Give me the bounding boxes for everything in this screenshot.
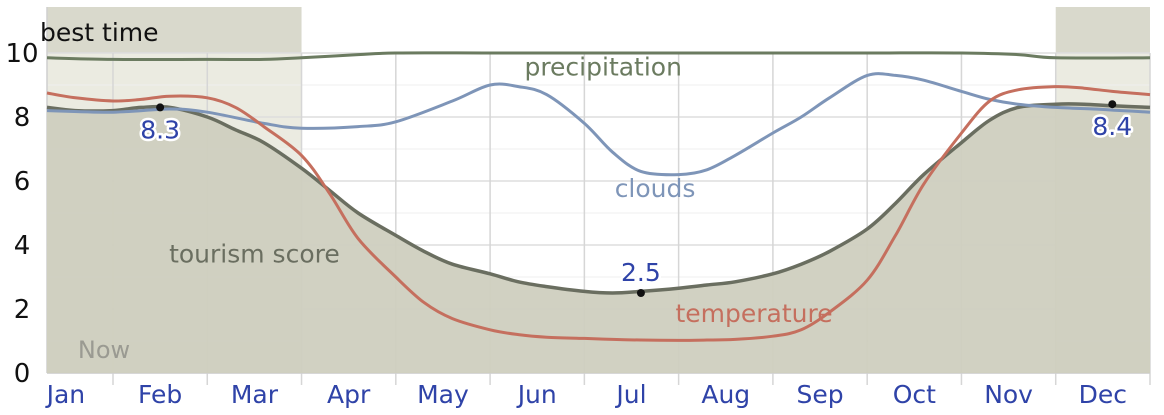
annotation-dot-1 — [636, 289, 645, 297]
y-tick-label: 10 — [5, 39, 38, 69]
annotation-label-2: 8.4 — [1092, 112, 1132, 141]
x-tick-apr: Apr — [327, 380, 371, 409]
best-time-band-header-1 — [1055, 7, 1150, 53]
series-label-precipitation: precipitation — [524, 52, 682, 81]
x-axis-ticks: Jan Feb Mar Apr May Jun Jul Aug Sep Oct Nov Dec — [45, 380, 1127, 409]
y-tick-label: 6 — [14, 167, 31, 197]
x-tick-jul: Jul — [614, 380, 646, 409]
best-time-band-header-0 — [47, 7, 302, 53]
annotation-dot-0 — [156, 103, 165, 112]
x-tick-may: May — [417, 380, 469, 409]
series-label-temperature: temperature — [675, 299, 832, 328]
series-line-temperature — [46, 85, 1151, 342]
x-tick-sep: Sep — [796, 380, 843, 409]
x-tick-aug: Aug — [701, 380, 750, 409]
y-tick-label: 8 — [14, 103, 31, 133]
annotation-label-1: 2.5 — [621, 258, 661, 287]
series-labels: tourism score precipitation clouds temperat… — [40, 18, 833, 364]
series-label-clouds: clouds — [615, 174, 696, 203]
series-area-tourism-score — [47, 103, 1150, 373]
annotation-dot-2 — [1108, 100, 1117, 109]
series-line-precipitation — [46, 51, 1151, 62]
y-tick-label: 2 — [14, 295, 31, 325]
tourism-score-area — [47, 103, 1150, 373]
best-time-label: best time — [40, 18, 159, 47]
series-label-tourism-score: tourism score — [169, 240, 340, 269]
x-tick-feb: Feb — [138, 380, 182, 409]
x-tick-nov: Nov — [984, 380, 1033, 409]
x-tick-dec: Dec — [1079, 380, 1127, 409]
y-tick-label: 4 — [14, 231, 31, 261]
annotation-label-0: 8.3 — [140, 115, 180, 144]
y-axis-ticks: 0 2 4 6 8 10 — [5, 39, 38, 389]
x-tick-mar: Mar — [231, 380, 279, 409]
y-tick-label: 0 — [14, 359, 31, 389]
x-tick-oct: Oct — [893, 380, 936, 409]
now-label: Now — [78, 336, 130, 364]
series-lines — [46, 51, 1151, 342]
x-tick-jan: Jan — [45, 380, 86, 409]
x-tick-jun: Jun — [516, 380, 557, 409]
annotation-markers: 8.3 2.5 8.4 — [138, 100, 1135, 297]
series-line-tourism-score — [46, 102, 1151, 295]
